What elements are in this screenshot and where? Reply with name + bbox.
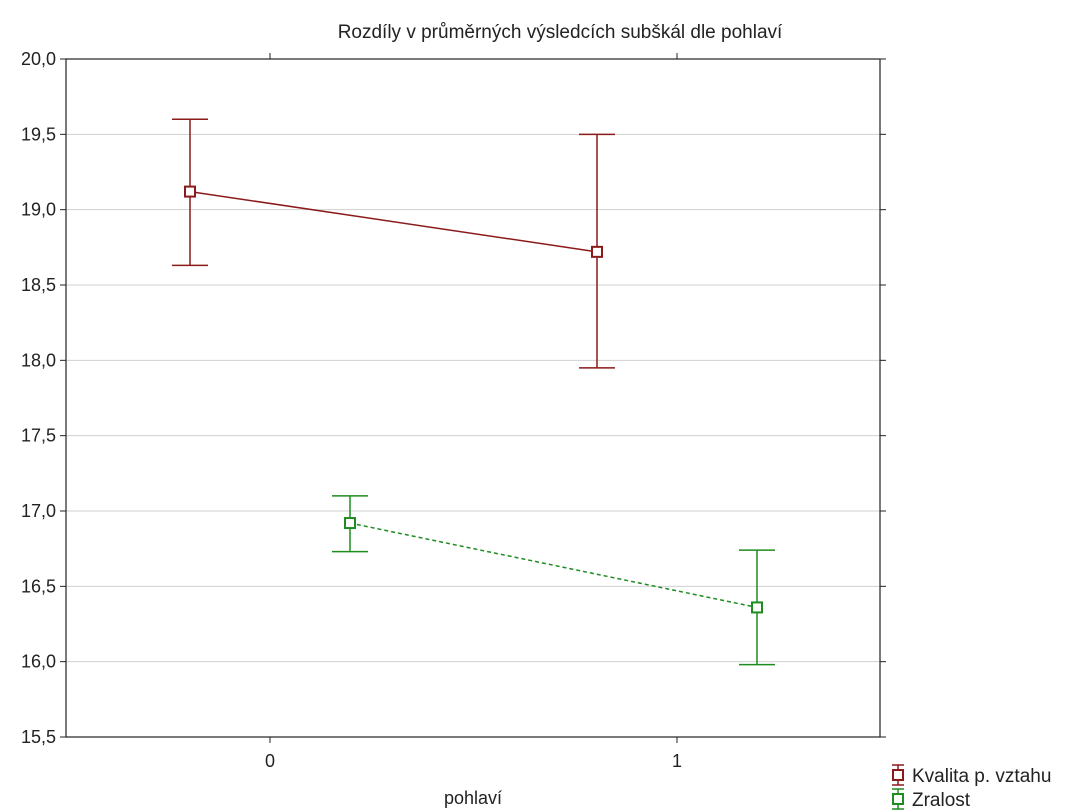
data-point bbox=[184, 185, 196, 198]
y-tick-label: 16,5 bbox=[21, 576, 56, 596]
gridlines bbox=[66, 133, 880, 663]
legend: Kvalita p. vztahu Zralost bbox=[892, 764, 1051, 811]
legend-marker-box bbox=[892, 769, 904, 781]
y-tick-label: 15,5 bbox=[21, 727, 56, 747]
data-point bbox=[591, 245, 603, 258]
series-line bbox=[189, 190, 598, 253]
legend-marker-box bbox=[892, 793, 904, 805]
y-tick-label: 17,5 bbox=[21, 426, 56, 446]
x-tick-label: 1 bbox=[672, 751, 682, 771]
plot-area bbox=[65, 58, 881, 738]
series-1 bbox=[172, 118, 615, 369]
y-tick-label: 18,0 bbox=[21, 350, 56, 370]
y-tick-label: 16,0 bbox=[21, 652, 56, 672]
legend-item: Zralost bbox=[892, 788, 971, 811]
data-point bbox=[751, 601, 763, 614]
series-line bbox=[349, 522, 758, 609]
x-tick-label: 0 bbox=[265, 751, 275, 771]
chart-title: Rozdíly v průměrných výsledcích subškál … bbox=[338, 22, 783, 43]
data-point bbox=[344, 517, 356, 530]
series-group bbox=[172, 118, 775, 666]
y-tick-label: 18,5 bbox=[21, 275, 56, 295]
legend-label: Zralost bbox=[912, 790, 971, 811]
y-tick-label: 19,5 bbox=[21, 124, 56, 144]
y-tick-label: 17,0 bbox=[21, 501, 56, 521]
y-axis: 15,5 16,0 16,5 17,0 17,5 18,0 18,5 19,0 19,5 20,0 bbox=[21, 49, 886, 747]
legend-label: Kvalita p. vztahu bbox=[912, 766, 1051, 787]
legend-item: Kvalita p. vztahu bbox=[892, 764, 1051, 787]
y-tick-label: 19,0 bbox=[21, 200, 56, 220]
series-2 bbox=[332, 495, 775, 666]
x-axis-label: pohlaví bbox=[444, 788, 502, 808]
y-tick-label: 20,0 bbox=[21, 49, 56, 69]
